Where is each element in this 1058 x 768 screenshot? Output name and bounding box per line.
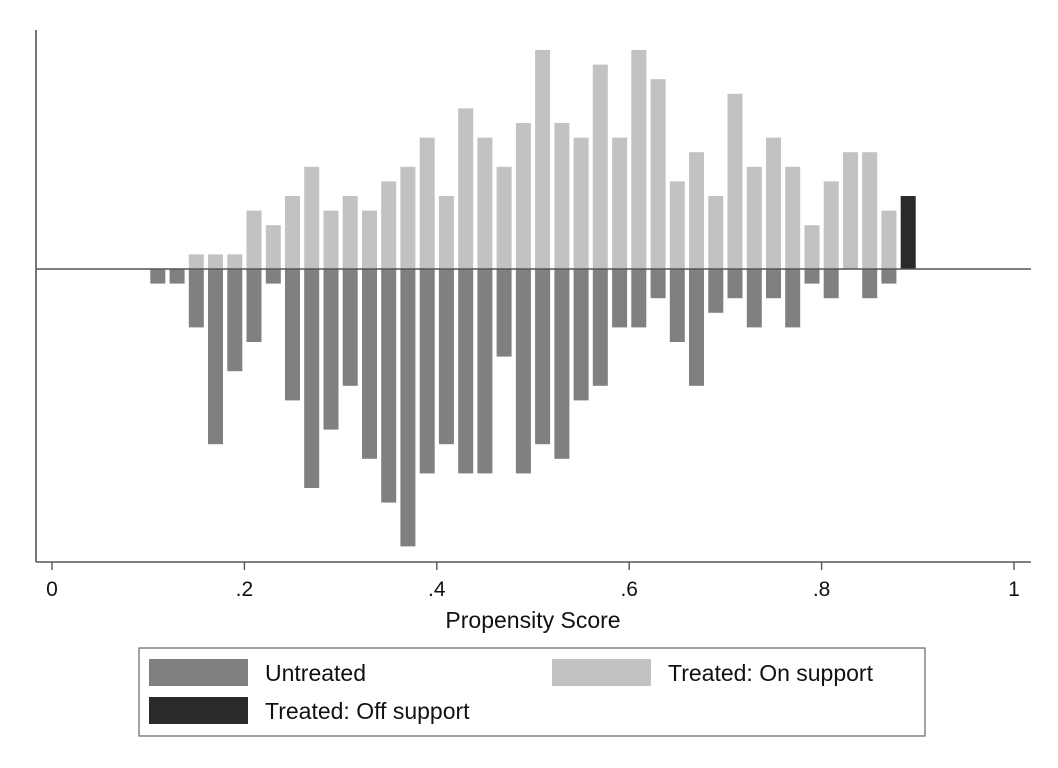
bar-treated-on-support-23 [631,50,647,269]
bar-untreated-5 [246,269,262,342]
legend: Untreated Treated: On support Treated: O… [138,647,926,737]
bar-untreated-21 [554,269,570,459]
bar-untreated-31 [746,269,762,328]
bar-untreated-30 [727,269,743,299]
bar-treated-on-support-36 [881,210,897,269]
bar-treated-on-support-29 [746,166,762,269]
bar-untreated-33 [785,269,801,328]
legend-swatch-untreated [149,659,248,686]
bar-treated-on-support-22 [612,137,628,269]
bar-untreated-17 [477,269,493,474]
bar-untreated-37 [881,269,897,284]
bars-group [150,50,916,547]
bar-treated-on-support-18 [535,50,551,269]
bar-treated-on-support-2 [227,254,243,269]
bar-treated-on-support-32 [804,225,820,269]
bar-treated-on-support-13 [438,196,454,269]
bar-untreated-3 [208,269,223,445]
bar-untreated-34 [804,269,820,284]
bar-treated-on-support-0 [188,254,204,269]
x-axis-ticks: 0 .2 .4 .6 .8 1 [46,562,1020,601]
bar-treated-on-support-25 [669,181,685,269]
x-axis-title: Propensity Score [445,607,620,633]
bar-untreated-18 [496,269,512,357]
x-tick-label-1: .2 [236,578,254,601]
bar-untreated-7 [285,269,300,401]
bar-treated-on-support-6 [304,166,320,269]
bar-treated-on-support-21 [592,64,608,269]
bar-untreated-32 [766,269,781,299]
bar-treated-on-support-28 [727,93,743,269]
bar-untreated-22 [573,269,589,401]
bar-untreated-0 [150,269,166,284]
bar-untreated-15 [438,269,454,445]
bar-treated-on-support-11 [400,166,416,269]
bar-untreated-10 [342,269,358,386]
bar-untreated-14 [419,269,435,474]
legend-swatch-treated-off-support [149,697,248,724]
bar-treated-off-support-0 [900,196,916,269]
bar-treated-on-support-33 [823,181,839,269]
bar-untreated-1 [169,269,185,284]
bar-untreated-8 [304,269,320,488]
bar-treated-on-support-20 [573,137,589,269]
bar-treated-on-support-17 [515,123,531,269]
bar-untreated-24 [612,269,628,328]
bar-treated-on-support-3 [246,210,262,269]
legend-label-treated-on-support: Treated: On support [668,660,874,686]
x-tick-label-0: 0 [46,578,58,601]
x-tick-label-2: .4 [428,578,446,601]
x-tick-label-3: .6 [620,578,638,601]
bar-untreated-35 [823,269,839,299]
legend-swatch-treated-on-support [552,659,651,686]
bar-treated-on-support-4 [265,225,281,269]
bar-untreated-27 [669,269,685,342]
bar-untreated-9 [323,269,339,430]
bar-treated-on-support-10 [381,181,397,269]
bar-untreated-11 [362,269,377,459]
x-tick-label-4: .8 [813,578,831,601]
bar-treated-on-support-1 [208,254,223,269]
bar-untreated-36 [862,269,878,299]
bar-untreated-28 [689,269,704,386]
bar-untreated-6 [265,269,281,284]
bar-treated-on-support-9 [362,210,377,269]
bar-treated-on-support-5 [285,196,300,269]
bar-treated-on-support-16 [496,166,512,269]
bar-treated-on-support-34 [843,152,858,269]
legend-label-treated-off-support: Treated: Off support [265,698,470,724]
bar-treated-on-support-26 [689,152,704,269]
bar-treated-on-support-27 [708,196,724,269]
bar-treated-on-support-14 [458,108,474,270]
bar-untreated-26 [650,269,666,299]
bar-untreated-19 [515,269,531,474]
bar-treated-on-support-15 [477,137,493,269]
bar-treated-on-support-35 [862,152,878,269]
bar-treated-on-support-8 [342,196,358,269]
bar-treated-on-support-19 [554,123,570,269]
bar-untreated-23 [592,269,608,386]
bar-untreated-2 [188,269,204,328]
bar-untreated-29 [708,269,724,313]
x-tick-label-5: 1 [1008,578,1020,601]
bar-untreated-20 [535,269,551,445]
bar-treated-on-support-31 [785,166,801,269]
bar-untreated-16 [458,269,474,474]
bar-treated-on-support-7 [323,210,339,269]
bar-treated-on-support-24 [650,79,666,269]
bar-untreated-13 [400,269,416,547]
bar-treated-on-support-12 [419,137,435,269]
bar-untreated-25 [631,269,647,328]
bar-untreated-4 [227,269,243,372]
legend-label-untreated: Untreated [265,660,366,686]
legend-box [138,647,926,737]
bar-untreated-12 [381,269,397,503]
bar-treated-on-support-30 [766,137,781,269]
